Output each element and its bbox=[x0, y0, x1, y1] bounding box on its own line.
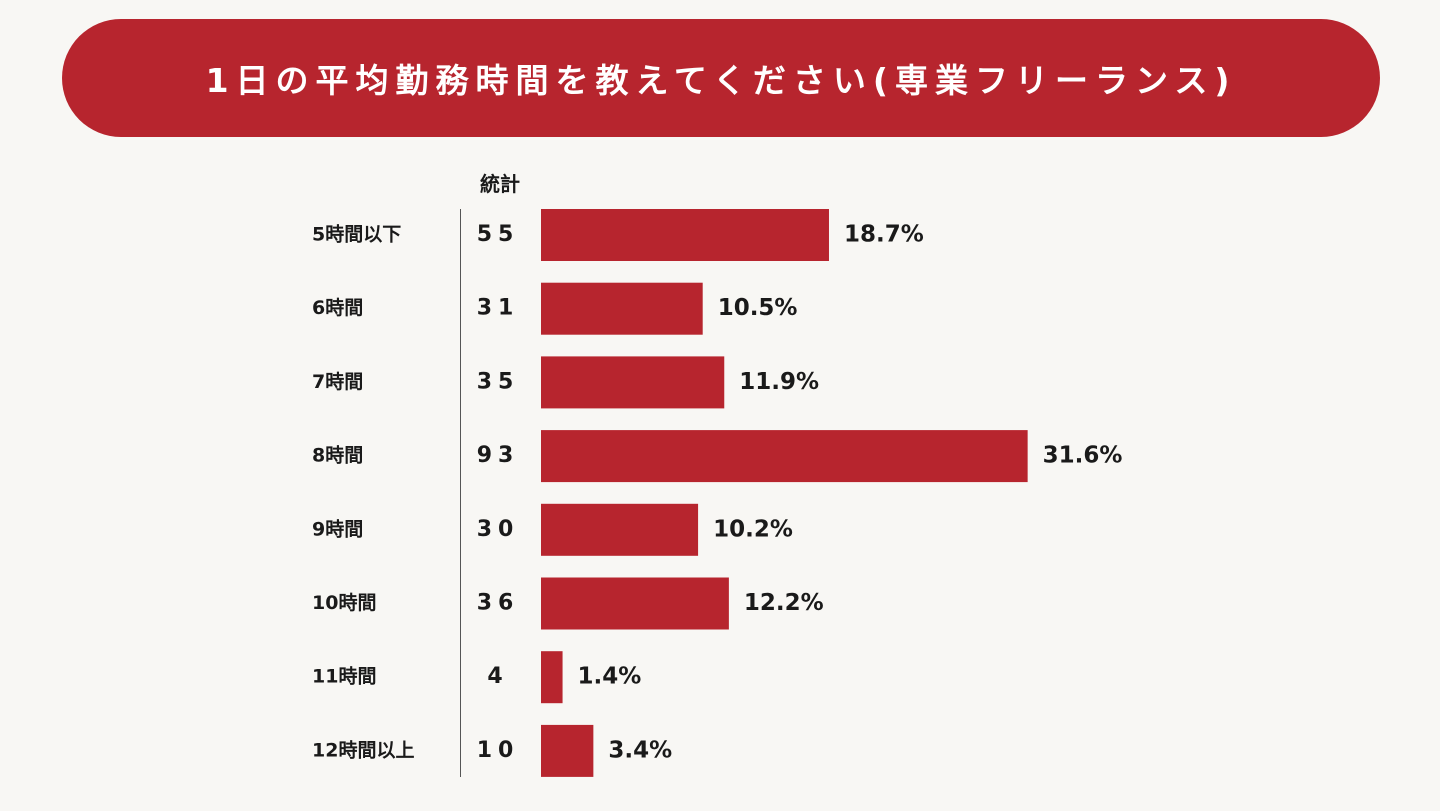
chart-title: 1日の平均勤務時間を教えてください(専業フリーランス) bbox=[205, 61, 1237, 100]
count-label: 30 bbox=[477, 517, 520, 542]
count-label: 55 bbox=[477, 222, 520, 247]
category-label: 10時間 bbox=[312, 592, 376, 614]
category-label: 6時間 bbox=[312, 297, 363, 319]
category-label: 7時間 bbox=[312, 371, 363, 393]
category-label: 11時間 bbox=[312, 666, 376, 688]
bar bbox=[541, 503, 699, 556]
count-label: 10 bbox=[477, 738, 520, 763]
value-label: 31.6% bbox=[1043, 443, 1123, 469]
bar bbox=[541, 651, 563, 704]
value-label: 1.4% bbox=[578, 664, 642, 690]
category-label: 12時間以上 bbox=[312, 739, 414, 761]
bar bbox=[541, 430, 1028, 483]
count-column-header: 統計 bbox=[480, 172, 520, 196]
value-label: 3.4% bbox=[608, 737, 672, 763]
count-label: 36 bbox=[477, 591, 520, 616]
title-banner: 1日の平均勤務時間を教えてください(専業フリーランス) bbox=[62, 19, 1380, 137]
count-label: 93 bbox=[477, 443, 520, 468]
category-axis-line bbox=[460, 209, 461, 777]
category-label: 8時間 bbox=[312, 445, 363, 467]
count-label: 4 bbox=[487, 664, 508, 689]
bar bbox=[541, 577, 729, 630]
bar bbox=[541, 724, 594, 777]
value-label: 12.2% bbox=[744, 590, 824, 616]
value-label: 10.5% bbox=[718, 295, 798, 321]
bar bbox=[541, 282, 703, 335]
count-label: 31 bbox=[477, 296, 520, 321]
count-label: 35 bbox=[477, 369, 520, 394]
value-label: 18.7% bbox=[844, 222, 924, 248]
bar bbox=[541, 209, 829, 261]
category-label: 5時間以下 bbox=[312, 224, 401, 246]
value-label: 10.2% bbox=[713, 516, 793, 542]
value-label: 11.9% bbox=[739, 369, 819, 395]
category-label: 9時間 bbox=[312, 518, 363, 540]
bar bbox=[541, 356, 725, 409]
